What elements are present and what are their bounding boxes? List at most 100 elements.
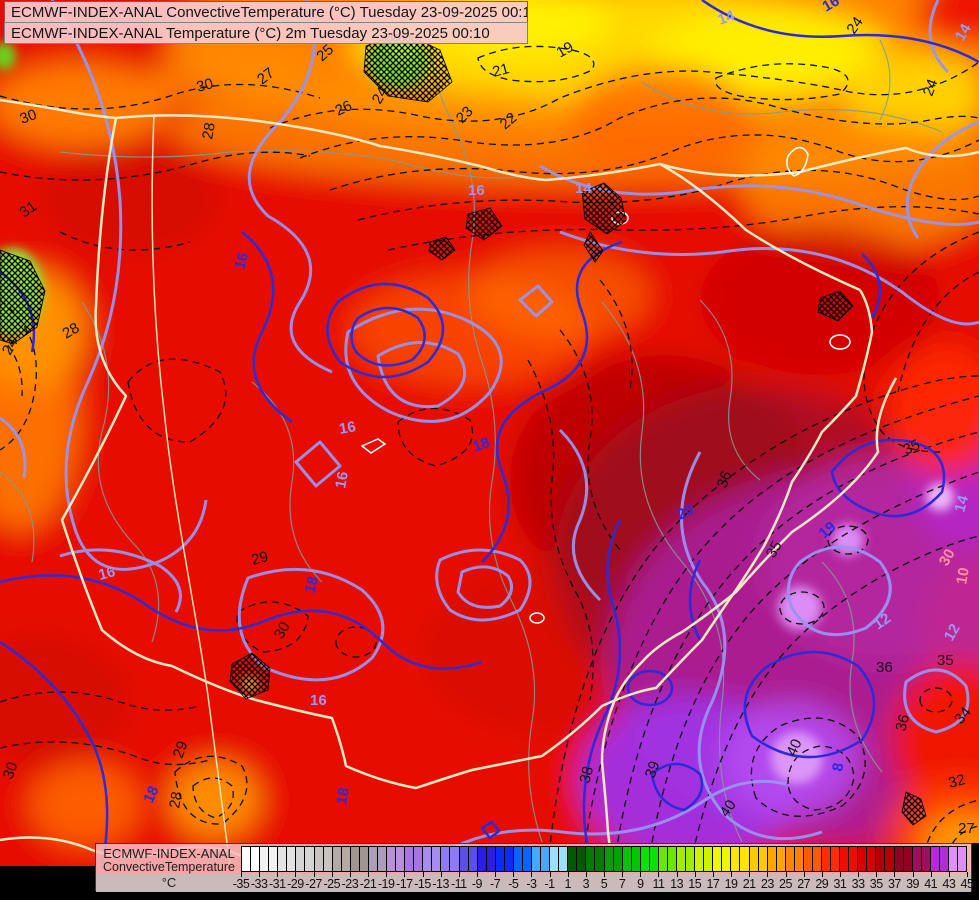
- legend-tick-label: 5: [600, 877, 608, 891]
- legend-color-cell: [893, 847, 903, 871]
- legend-tick: [585, 872, 587, 877]
- legend-tick-label: -25: [323, 877, 341, 891]
- legend-source-label: ECMWF-INDEX-ANAL: [103, 846, 235, 861]
- legend-text-block: ECMWF-INDEX-ANAL ConvectiveTemperature °…: [100, 844, 238, 892]
- legend-color-cell: [911, 847, 921, 871]
- contour-label: 35: [901, 436, 923, 458]
- contour-label: 30: [18, 106, 39, 128]
- legend-tick-label: 9: [637, 877, 644, 891]
- contour-label: 40: [716, 797, 739, 820]
- legend-color-cell: [875, 847, 885, 871]
- legend-tick-label: -11: [450, 877, 467, 891]
- legend-color-cell: [793, 847, 803, 871]
- legend-tick: [894, 872, 896, 877]
- legend-tick-label: 37: [887, 877, 901, 891]
- legend-tick-label: 29: [815, 877, 829, 891]
- contour-label: 40: [783, 736, 805, 758]
- contour-layer-lavender: [0, 0, 979, 868]
- legend-color-cell: [676, 847, 686, 871]
- legend-tick-label: -19: [377, 877, 395, 891]
- legend-color-cell: [295, 847, 305, 871]
- legend-color-cell: [857, 847, 867, 871]
- legend-panel: ECMWF-INDEX-ANAL ConvectiveTemperature °…: [95, 843, 974, 892]
- legend-color-cell: [748, 847, 758, 871]
- legend-color-cell: [512, 847, 522, 871]
- contour-label: 36: [876, 659, 893, 676]
- contour-label: 30: [0, 760, 21, 781]
- legend-color-cell: [947, 847, 957, 871]
- legend-tick-label: -33: [250, 877, 268, 891]
- contour-label: 18: [471, 434, 492, 456]
- legend-tick: [767, 872, 769, 877]
- legend-color-cell: [802, 847, 812, 871]
- contour-label: 27: [958, 820, 975, 837]
- legend-tick: [858, 872, 860, 877]
- legend-tick: [513, 872, 515, 877]
- legend-tick: [912, 872, 914, 877]
- legend-color-cell: [712, 847, 722, 871]
- legend-color-cell: [322, 847, 332, 871]
- contour-label: 16: [310, 692, 327, 709]
- contour-label: 18: [301, 575, 322, 596]
- contour-label: 16: [338, 418, 357, 438]
- legend-color-cell: [848, 847, 858, 871]
- legend-color-cell: [567, 847, 577, 871]
- legend-tick: [930, 872, 932, 877]
- legend-tick-label: -29: [287, 877, 304, 891]
- contour-label: 12: [871, 610, 894, 633]
- legend-tick: [622, 872, 624, 877]
- contour-label: 16: [231, 251, 252, 272]
- contour-label: 12: [941, 621, 964, 644]
- legend-tick: [839, 872, 841, 877]
- contour-label: 29: [250, 548, 271, 569]
- legend-tick-label: -13: [432, 877, 449, 891]
- title-bar-temperature-2m: ECMWF-INDEX-ANAL Temperature (°C) 2m Tue…: [4, 22, 528, 44]
- contour-label: 8: [829, 762, 847, 773]
- legend-color-cell: [277, 847, 287, 871]
- legend-colorbar-labels: -35 -33 -31 -29 -27 -25 -23 -21 -19 -17 -15 -13 -11-…: [233, 877, 974, 891]
- legend-tick-label: 21: [742, 877, 756, 891]
- legend-tick-label: 7: [618, 877, 626, 891]
- legend-color-cell: [467, 847, 477, 871]
- legend-tick: [567, 872, 569, 877]
- legend-color-cell: [594, 847, 604, 871]
- legend-color-cell: [884, 847, 894, 871]
- legend-tick-label: -15: [414, 877, 431, 891]
- legend-tick-label: 15: [688, 877, 702, 891]
- legend-color-cell: [576, 847, 586, 871]
- legend-tick-label: 45: [960, 877, 974, 891]
- legend-color-cell: [304, 847, 314, 871]
- legend-color-cell: [956, 847, 966, 871]
- legend-color-cell: [929, 847, 939, 871]
- contour-label: 14: [575, 180, 592, 197]
- legend-color-cell: [476, 847, 486, 871]
- legend-color-cell: [521, 847, 531, 871]
- title-bar-convective-temperature: ECMWF-INDEX-ANAL ConvectiveTemperature (…: [4, 1, 528, 23]
- legend-color-cell: [920, 847, 930, 871]
- legend-tick-label: 23: [760, 877, 774, 891]
- contour-label: 14: [951, 493, 972, 514]
- contour-label: 21: [491, 60, 512, 81]
- contour-label: 32: [947, 771, 968, 792]
- contour-label: 30: [936, 546, 959, 569]
- legend-tick: [694, 872, 696, 877]
- legend-color-cell: [685, 847, 695, 871]
- contour-label: 30: [195, 75, 216, 96]
- contour-label: 30: [271, 619, 294, 642]
- legend-tick: [495, 872, 497, 877]
- legend-tick: [948, 872, 950, 877]
- legend-color-cell: [694, 847, 704, 871]
- river-lines-layer: [0, 0, 943, 843]
- legend-tick: [476, 872, 478, 877]
- legend-color-cell: [612, 847, 622, 871]
- legend-tick-label: -3: [526, 877, 537, 891]
- legend-color-cell: [386, 847, 396, 871]
- legend-color-cell: [531, 847, 541, 871]
- legend-tick: [295, 872, 297, 877]
- legend-color-cell: [286, 847, 296, 871]
- legend-color-cell: [340, 847, 350, 871]
- contour-label: 18: [333, 786, 353, 805]
- legend-tick-label: 31: [833, 877, 847, 891]
- legend-tick-label: 11: [652, 877, 665, 891]
- legend-color-cell: [250, 847, 260, 871]
